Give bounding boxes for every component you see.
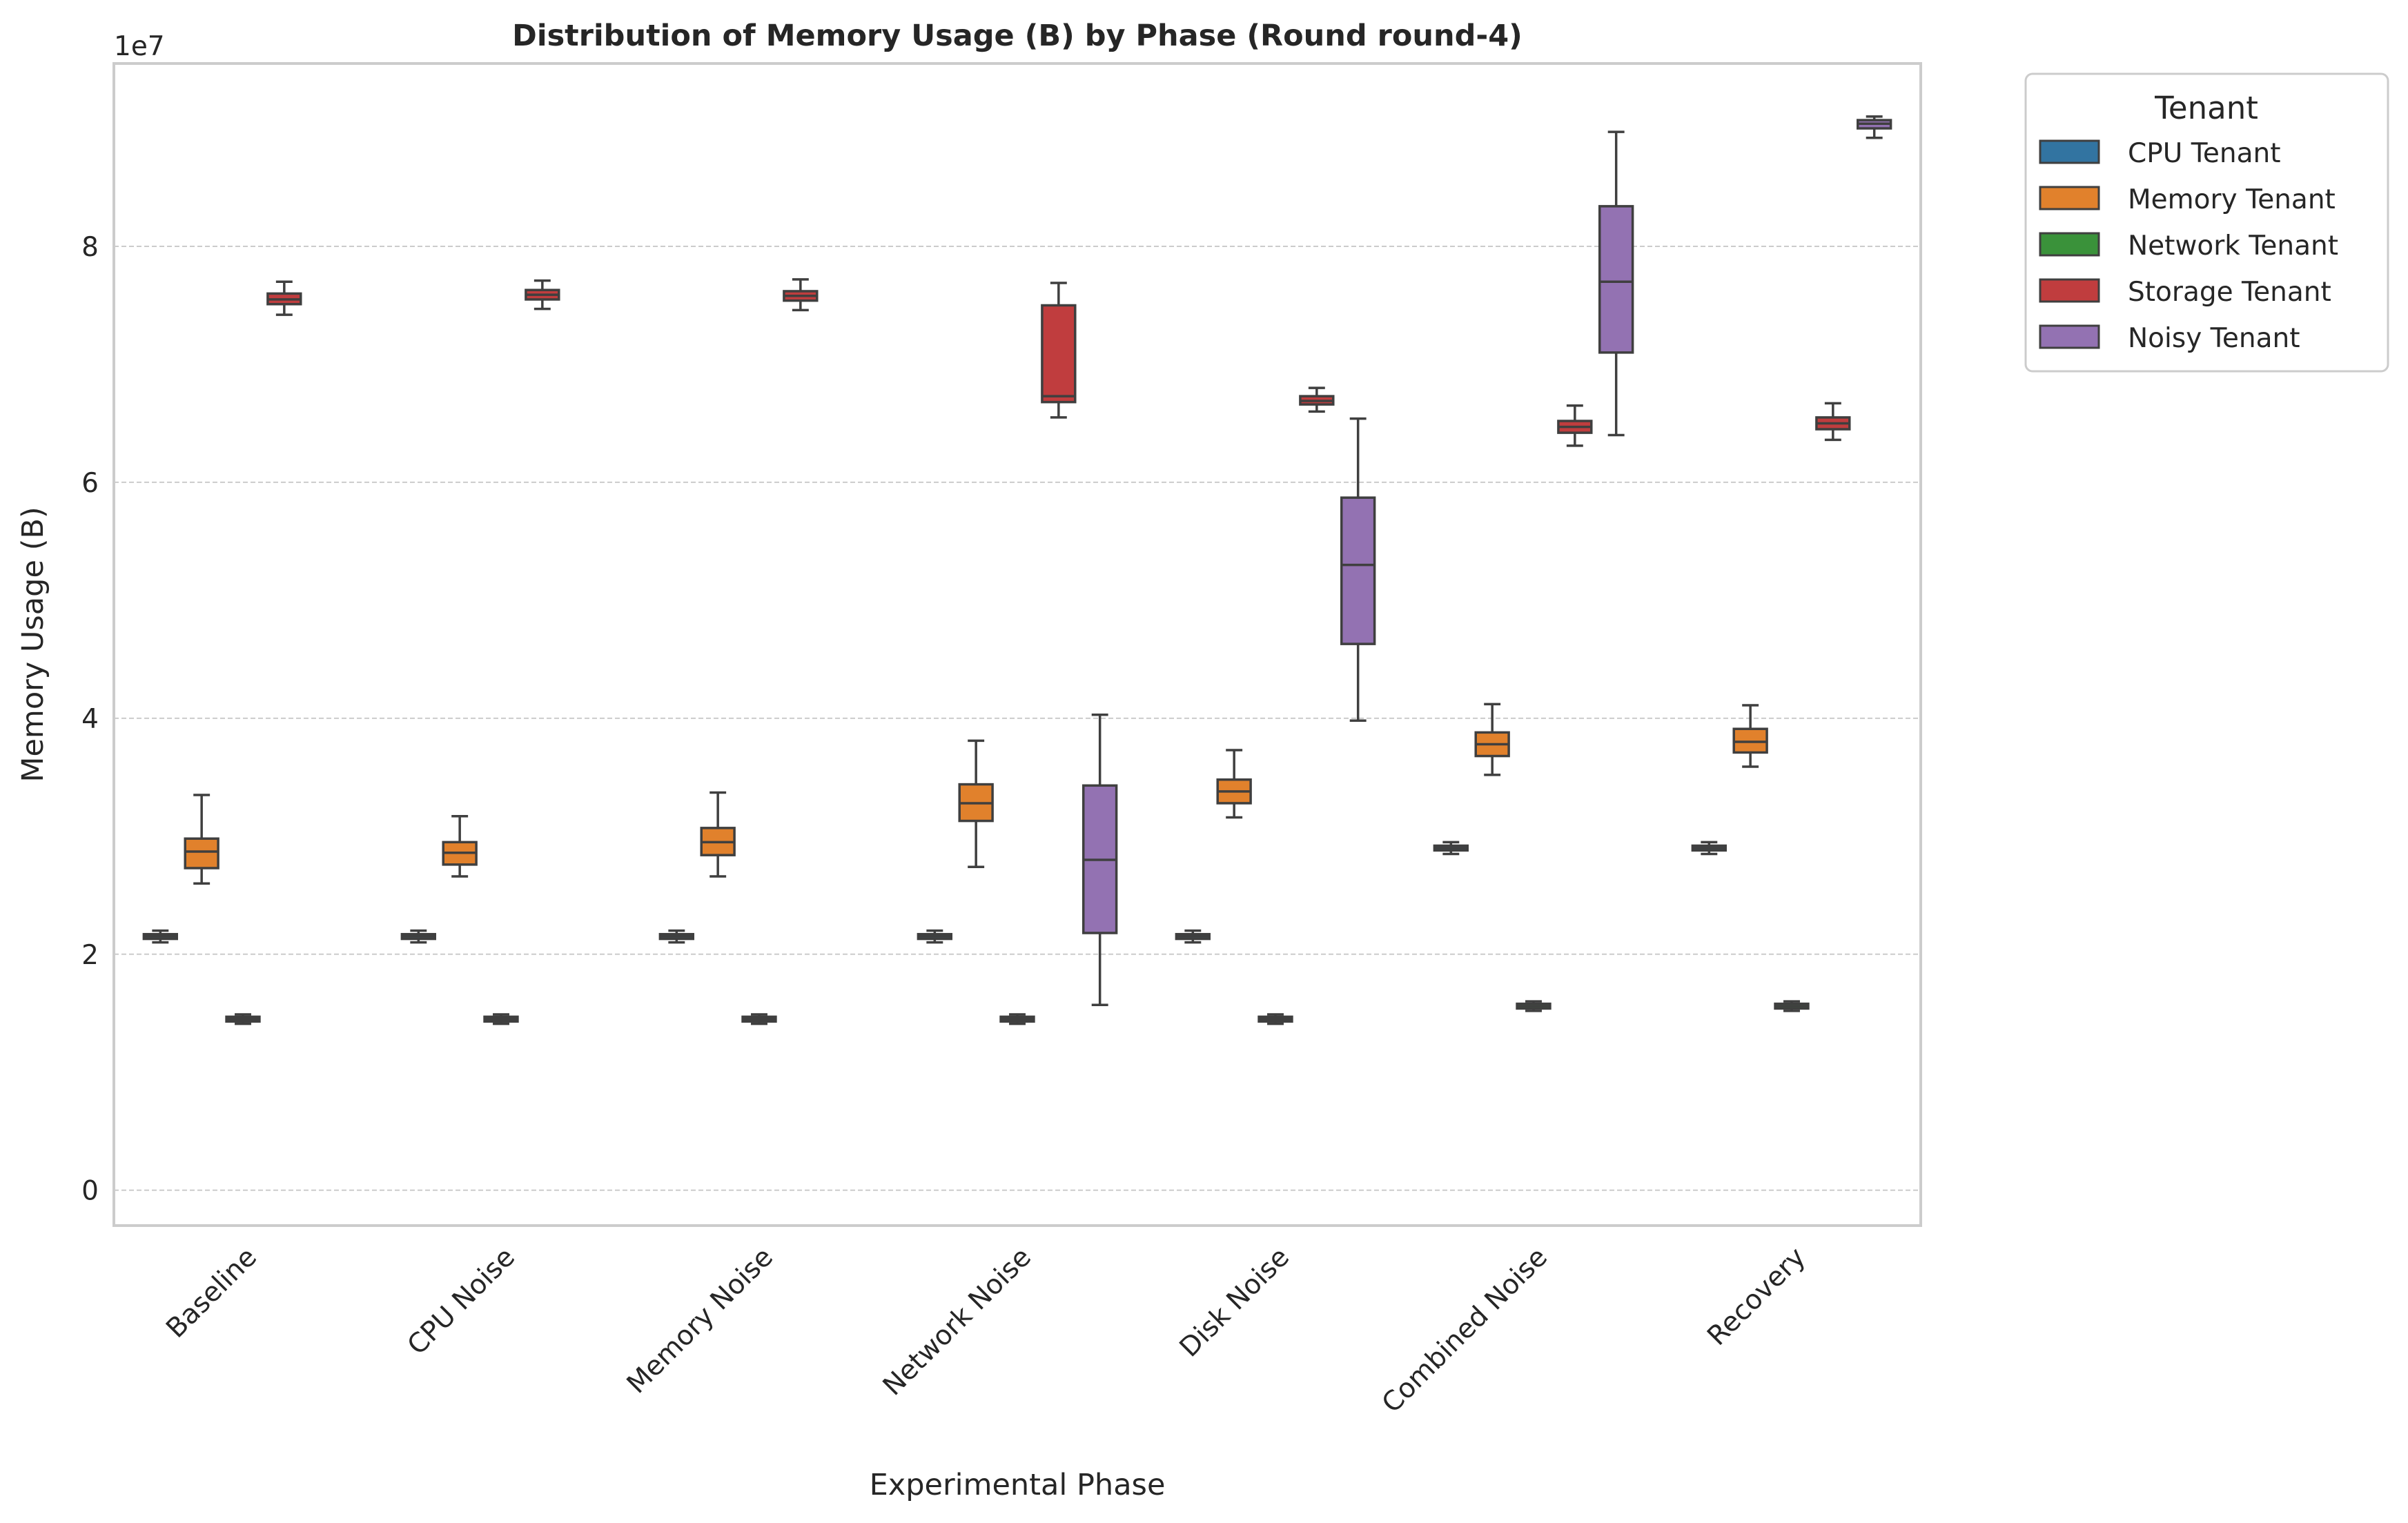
legend-swatch [2039, 186, 2100, 210]
y-scale-label: 1e7 [114, 31, 165, 62]
box-cpu-tenant [400, 929, 437, 944]
box-iqr [1041, 304, 1077, 404]
box-storage-tenant [1557, 404, 1593, 447]
box-cpu-tenant [917, 929, 953, 944]
y-tick-label: 4 [81, 704, 99, 735]
box-noisy-tenant [1598, 130, 1634, 437]
legend-item-label: Storage Tenant [2128, 277, 2331, 308]
y-tick-label: 8 [81, 232, 99, 263]
legend: Tenant CPU Tenant Memory Tenant Network Te… [2024, 72, 2389, 373]
box-noisy-tenant [1340, 417, 1376, 723]
plot-frame [112, 62, 1922, 1227]
box-noisy-tenant [1081, 713, 1118, 1007]
legend-items: CPU Tenant Memory Tenant Network Tenant Sto… [2039, 138, 2338, 354]
legend-item-label: CPU Tenant [2128, 138, 2281, 169]
legend-swatch [2039, 278, 2100, 303]
box-memory-tenant [184, 794, 219, 885]
box-iqr [184, 837, 219, 869]
y-axis-label: Memory Usage (B) [16, 507, 50, 782]
legend-item-label: Network Tenant [2128, 230, 2338, 262]
legend-frame [2024, 72, 2389, 373]
box-network-tenant [483, 1013, 519, 1025]
box-iqr [1340, 496, 1376, 645]
box-storage-tenant [525, 279, 560, 311]
box-storage-tenant [266, 280, 302, 316]
box-cpu-tenant [1433, 841, 1469, 856]
y-tick-label: 0 [81, 1176, 99, 1207]
chart-title: Distribution of Memory Usage (B) by Phas… [512, 19, 1523, 53]
box-cpu-tenant [142, 929, 179, 944]
box-cpu-tenant [1175, 929, 1211, 944]
box-memory-tenant [442, 815, 478, 878]
legend-item-label: Noisy Tenant [2128, 323, 2300, 354]
box-memory-tenant [1732, 704, 1768, 768]
box-cpu-tenant [658, 929, 695, 944]
y-tick-label: 2 [81, 940, 99, 971]
box-network-tenant [1516, 1000, 1552, 1012]
legend-title: Tenant [2154, 90, 2258, 126]
box-plot-boxes [142, 115, 1892, 1025]
box-network-tenant [1774, 1000, 1810, 1012]
box-memory-tenant [1216, 749, 1252, 819]
legend-item-label: Memory Tenant [2128, 184, 2336, 215]
box-memory-tenant [958, 739, 994, 869]
box-memory-tenant [1474, 702, 1510, 776]
box-storage-tenant [1041, 282, 1077, 419]
legend-swatch [2039, 139, 2100, 164]
box-network-tenant [741, 1013, 777, 1025]
y-tick-label: 6 [81, 468, 99, 499]
y-axis-ticks: 0 2 4 6 8 [81, 232, 99, 1207]
box-memory-tenant [700, 791, 736, 878]
box-network-tenant [999, 1013, 1035, 1025]
box-storage-tenant [1815, 402, 1851, 442]
box-network-tenant [225, 1013, 261, 1025]
box-storage-tenant [1299, 386, 1335, 413]
box-cpu-tenant [1691, 841, 1727, 856]
box-noisy-tenant [1856, 115, 1892, 139]
legend-swatch [2039, 232, 2100, 257]
legend-swatch [2039, 324, 2100, 349]
x-axis-label: Experimental Phase [870, 1468, 1166, 1502]
box-iqr [1598, 205, 1634, 354]
box-network-tenant [1257, 1013, 1293, 1025]
box-storage-tenant [783, 278, 819, 312]
